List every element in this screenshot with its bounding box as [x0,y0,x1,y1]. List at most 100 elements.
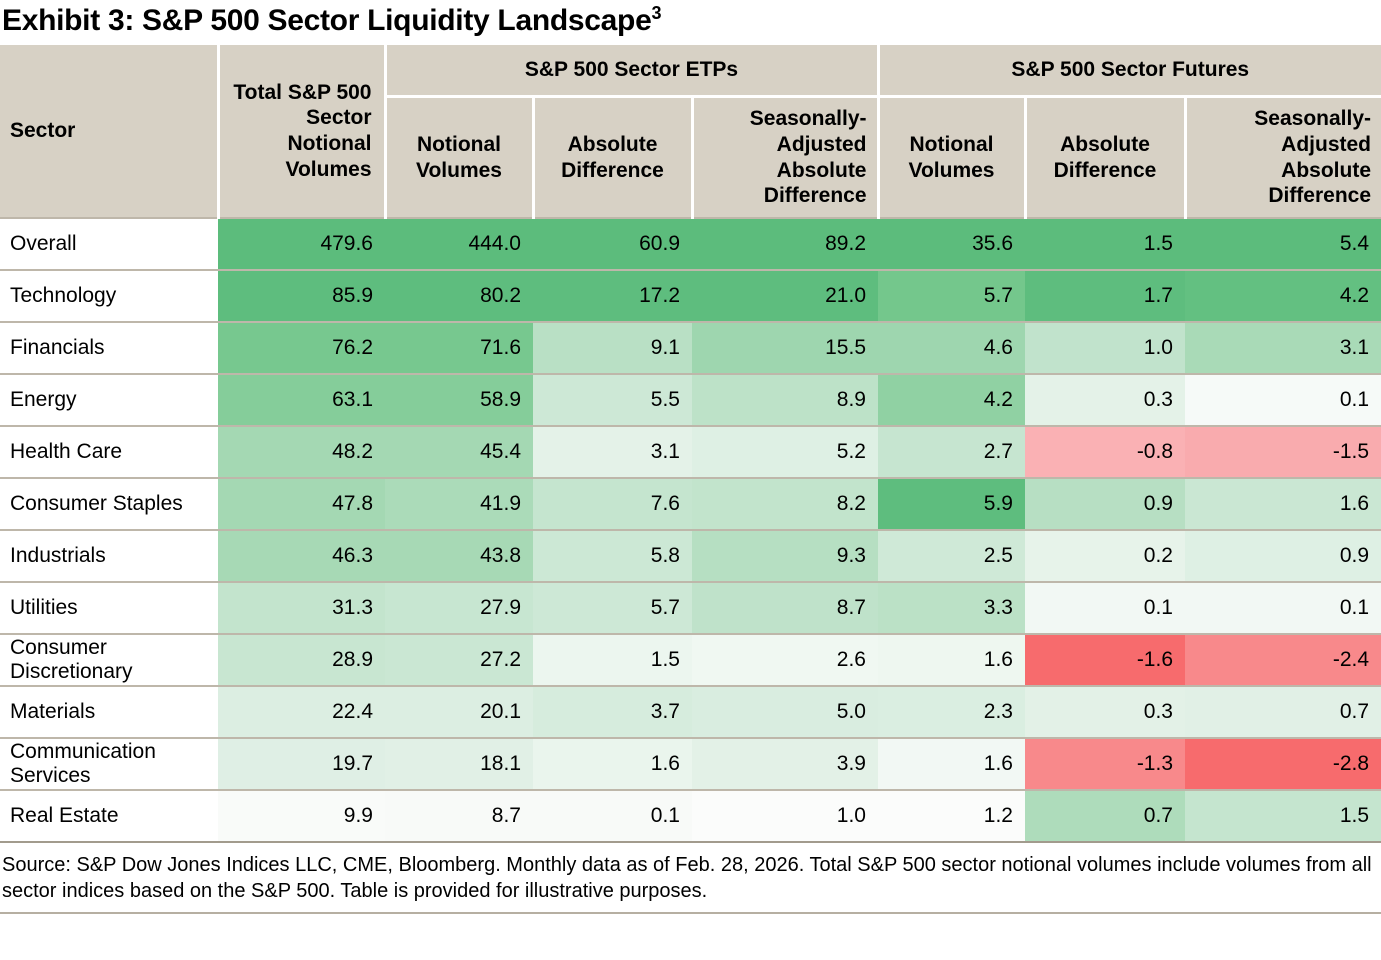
value-cell: -0.8 [1025,425,1185,478]
sector-label: Energy [0,373,218,426]
table-row: Consumer Discretionary 28.9 27.2 1.5 2.6 1.6-… [0,633,1381,686]
page-title-footnote-marker: 3 [651,3,662,23]
bottom-divider [0,912,1381,916]
value-cell: 0.7 [1025,789,1185,843]
table-row: Consumer Staples 47.8 41.9 7.6 8.2 5.9 0.9 1.6 [0,477,1381,530]
table-row: Technology 85.9 80.2 17.2 21.0 5.7 1.7 4.2 [0,269,1381,322]
value-cell: 0.1 [533,789,692,843]
value-cell: 15.5 [692,321,878,374]
value-cell: 4.2 [878,373,1025,426]
value-cell: 8.7 [692,581,878,634]
value-cell: 1.7 [1025,269,1185,322]
futures-group-header: S&P 500 Sector Futures [876,45,1381,97]
table-row: Materials 22.4 20.1 3.7 5.0 2.3 0.3 0.7 [0,685,1381,738]
value-cell: -2.4 [1185,633,1381,686]
value-cell: 9.1 [533,321,692,374]
value-cell: 5.2 [692,425,878,478]
value-cell: 27.9 [385,581,533,634]
value-cell: 71.6 [385,321,533,374]
sector-label: Health Care [0,425,218,478]
value-cell: 1.5 [533,633,692,686]
value-cell: 5.9 [878,477,1025,530]
sector-label: Consumer Discretionary [0,633,218,686]
value-cell: 85.9 [218,269,385,322]
value-cell: 20.1 [385,685,533,738]
sector-label: Materials [0,685,218,738]
value-cell: -1.6 [1025,633,1185,686]
sector-label: Overall [0,217,218,270]
value-cell: 444.0 [385,217,533,270]
value-cell: 31.3 [218,581,385,634]
value-cell: 63.1 [218,373,385,426]
value-cell: 3.1 [1185,321,1381,374]
value-cell: 7.6 [533,477,692,530]
etp-group-header: S&P 500 Sector ETPs [383,45,878,97]
value-cell: 1.5 [1025,217,1185,270]
value-cell: 47.8 [218,477,385,530]
value-cell: 0.1 [1185,581,1381,634]
page-title-text: Exhibit 3: S&P 500 Sector Liquidity Land… [2,4,652,37]
value-cell: 2.6 [692,633,878,686]
value-cell: 89.2 [692,217,878,270]
value-cell: 28.9 [218,633,385,686]
exhibit-page: Exhibit 3: S&P 500 Sector Liquidity Land… [0,3,1381,916]
value-cell: 27.2 [385,633,533,686]
value-cell: 5.0 [692,685,878,738]
value-cell: 1.6 [1185,477,1381,530]
value-cell: 8.7 [385,789,533,843]
value-cell: 3.3 [878,581,1025,634]
value-cell: 8.2 [692,477,878,530]
value-cell: 1.5 [1185,789,1381,843]
value-cell: 58.9 [385,373,533,426]
value-cell: 17.2 [533,269,692,322]
futures-absolute-difference-header: Absolute Difference [1023,95,1185,218]
value-cell: 48.2 [218,425,385,478]
table-row: Utilities 31.3 27.9 5.7 8.7 3.3 0.1 0.1 [0,581,1381,634]
value-cell: 0.1 [1025,581,1185,634]
value-cell: 0.7 [1185,685,1381,738]
sector-column-header: Sector [0,45,218,218]
table-row: Communication Services 19.7 18.1 1.6 3.9 1.6-… [0,737,1381,790]
sector-label: Real Estate [0,789,218,843]
futures-seasonally-adjusted-header: Seasonally-Adjusted Absolute Difference [1183,95,1381,218]
liquidity-table: Sector Total S&P 500 Sector Notional Vol… [0,45,1381,843]
value-cell: 1.0 [1025,321,1185,374]
value-cell: 45.4 [385,425,533,478]
etp-seasonally-adjusted-header: Seasonally-Adjusted Absolute Difference [690,95,878,218]
value-cell: 1.6 [533,737,692,790]
value-cell: 5.5 [533,373,692,426]
value-cell: -2.8 [1185,737,1381,790]
value-cell: -1.3 [1025,737,1185,790]
value-cell: 18.1 [385,737,533,790]
sector-label: Communication Services [0,737,218,790]
value-cell: 60.9 [533,217,692,270]
total-volumes-column-header: Total S&P 500 Sector Notional Volumes [216,45,385,218]
value-cell: 46.3 [218,529,385,582]
value-cell: 2.5 [878,529,1025,582]
futures-notional-volumes-header: Notional Volumes [876,95,1025,218]
header-group-row: Sector Total S&P 500 Sector Notional Vol… [0,45,1381,218]
value-cell: 5.7 [533,581,692,634]
value-cell: 41.9 [385,477,533,530]
table-row: Industrials 46.3 43.8 5.8 9.3 2.5 0.2 0.9 [0,529,1381,582]
value-cell: 5.4 [1185,217,1381,270]
etp-notional-volumes-header: Notional Volumes [383,95,533,218]
value-cell: 9.9 [218,789,385,843]
table-row: Energy 63.1 58.9 5.5 8.9 4.2 0.3 0.1 [0,373,1381,426]
value-cell: 5.7 [878,269,1025,322]
value-cell: 0.3 [1025,685,1185,738]
value-cell: 0.9 [1185,529,1381,582]
sector-label: Financials [0,321,218,374]
table-header: Sector Total S&P 500 Sector Notional Vol… [0,45,1381,218]
value-cell: 0.9 [1025,477,1185,530]
value-cell: 1.6 [878,633,1025,686]
etp-absolute-difference-header: Absolute Difference [531,95,692,218]
source-note: Source: S&P Dow Jones Indices LLC, CME, … [2,854,1372,902]
sector-label: Utilities [0,581,218,634]
table-row: Real Estate 9.9 8.7 0.1 1.0 1.2 0.7 1.5 [0,789,1381,843]
value-cell: 22.4 [218,685,385,738]
value-cell: 1.2 [878,789,1025,843]
value-cell: 2.7 [878,425,1025,478]
value-cell: 21.0 [692,269,878,322]
value-cell: 9.3 [692,529,878,582]
